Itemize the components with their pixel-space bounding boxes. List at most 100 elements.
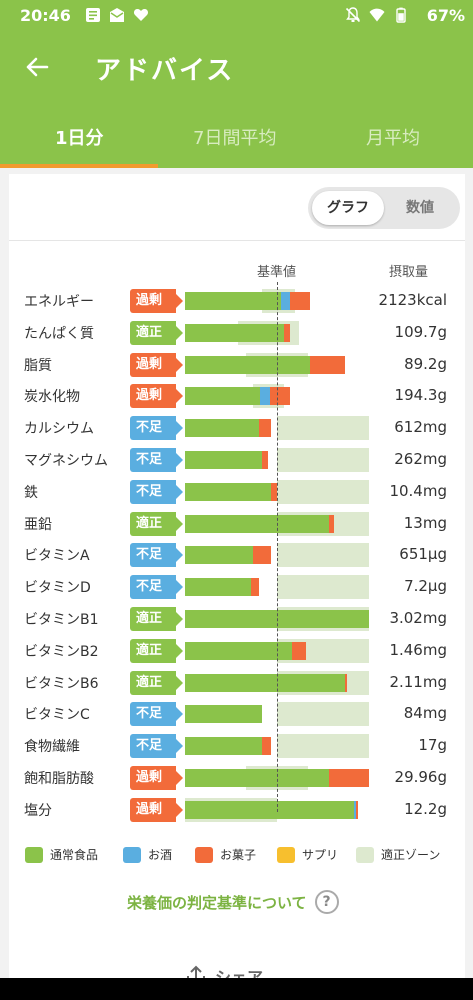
normal-food-segment xyxy=(185,641,292,660)
snack-segment xyxy=(328,514,335,533)
legend-snack: お菓子 xyxy=(195,846,256,863)
status-badge: 不足 xyxy=(130,479,183,504)
snack-segment xyxy=(345,673,347,692)
appropriate-zone xyxy=(277,734,369,759)
status-badge: 過剰 xyxy=(130,766,183,790)
intake-bar xyxy=(185,416,369,441)
standard-value-header: 基準値 xyxy=(257,265,297,280)
intake-value: 3.02mg xyxy=(389,609,447,627)
snack-segment xyxy=(253,546,272,565)
intake-value: 262mg xyxy=(394,450,447,468)
nutrient-name: 塩分 xyxy=(24,802,52,819)
intake-value: 109.7g xyxy=(394,322,447,341)
intake-bar xyxy=(185,320,369,345)
legend-appropriate-zone: 適正ゾーン xyxy=(356,846,440,863)
bell-off-icon xyxy=(345,7,361,23)
intake-bar xyxy=(185,702,369,727)
intake-value: 7.2μg xyxy=(404,577,447,596)
back-arrow-icon[interactable] xyxy=(22,52,52,82)
intake-bar xyxy=(185,543,369,568)
status-badge: 適正 xyxy=(130,638,183,663)
nutrient-name: ビタミンB6 xyxy=(24,675,99,692)
standard-line xyxy=(277,282,278,812)
advice-card: グラフ 数値 基準値 摂取量 エネルギー 過剰 2123kcal たんぱく質 適正 109… xyxy=(9,174,465,1000)
nutrient-name: 鉄 xyxy=(24,484,38,501)
legend-alcohol: お酒 xyxy=(123,846,172,863)
intake-bar xyxy=(185,448,369,472)
tab-seven-day-average[interactable]: 7日間平均 xyxy=(193,128,277,149)
status-badge: 適正 xyxy=(130,670,183,695)
intake-bar xyxy=(185,384,369,409)
normal-food-segment xyxy=(185,800,355,819)
nutrient-name: エネルギー xyxy=(24,294,94,310)
normal-food-segment xyxy=(185,419,259,438)
nutrient-row: 食物繊維 不足 17g xyxy=(9,730,465,762)
normal-food-segment xyxy=(185,514,329,533)
status-badge: 適正 xyxy=(130,511,183,536)
nutrient-row: カルシウム 不足 612mg xyxy=(9,412,465,444)
tab-monthly-average[interactable]: 月平均 xyxy=(366,128,420,149)
normal-food-segment xyxy=(185,323,285,342)
nutrient-name: カルシウム xyxy=(24,421,94,438)
intake-value: 84mg xyxy=(403,704,447,723)
intake-bar xyxy=(185,797,369,822)
mail-icon xyxy=(110,8,124,22)
snack-segment xyxy=(291,641,307,660)
intake-value: 17g xyxy=(418,736,447,755)
intake-bar xyxy=(185,638,369,663)
nutrient-row: ビタミンD 不足 7.2μg xyxy=(9,571,465,603)
help-icon[interactable]: ? xyxy=(314,890,339,914)
nutrient-row: マグネシウム 不足 262mg xyxy=(9,444,465,476)
criteria-link-label: 栄養価の判定基準について xyxy=(127,893,307,912)
legend-swatch xyxy=(356,846,374,863)
legend-swatch xyxy=(195,846,213,863)
snack-segment xyxy=(356,800,358,819)
battery-icon xyxy=(396,7,406,23)
intake-value: 612mg xyxy=(394,418,447,437)
normal-food-segment xyxy=(185,387,261,406)
criteria-link[interactable]: 栄養価の判定基準について ? xyxy=(127,890,339,914)
status-badge: 不足 xyxy=(130,702,183,727)
intake-value: 2.11mg xyxy=(389,672,447,691)
view-toggle: グラフ 数値 xyxy=(308,187,460,229)
appropriate-zone xyxy=(277,416,369,441)
graph-view-button[interactable]: グラフ xyxy=(312,191,384,225)
alcohol-segment xyxy=(280,292,290,310)
status-badge: 不足 xyxy=(130,448,183,472)
nutrient-name: ビタミンC xyxy=(24,707,90,724)
intake-value: 10.4mg xyxy=(389,481,447,500)
nutrient-name: マグネシウム xyxy=(24,453,108,469)
status-badge: 過剰 xyxy=(130,289,183,313)
intake-header: 摂取量 xyxy=(389,265,429,280)
normal-food-segment xyxy=(185,578,252,597)
nutrient-row: ビタミンC 不足 84mg xyxy=(9,698,465,730)
nutrient-name: ビタミンA xyxy=(24,548,90,565)
intake-value: 2123kcal xyxy=(378,291,447,309)
normal-food-segment xyxy=(185,482,272,501)
alcohol-segment xyxy=(354,800,357,819)
snack-segment xyxy=(271,482,277,501)
divider xyxy=(9,240,465,241)
nutrient-name: たんぱく質 xyxy=(24,325,94,342)
legend-supplement: サプリ xyxy=(277,846,338,863)
snack-segment xyxy=(289,292,311,310)
normal-food-segment xyxy=(185,546,254,565)
active-tab-indicator xyxy=(0,164,158,168)
numeric-view-button[interactable]: 数値 xyxy=(406,200,434,216)
wifi-icon xyxy=(369,8,385,22)
snack-segment xyxy=(328,769,369,787)
normal-food-segment xyxy=(185,451,263,469)
normal-food-segment xyxy=(185,769,329,787)
tab-one-day[interactable]: 1日分 xyxy=(55,128,104,149)
status-badge: 不足 xyxy=(130,575,183,600)
legend-swatch xyxy=(123,846,141,863)
nutrient-name: ビタミンD xyxy=(24,580,91,597)
nutrient-row: ビタミンA 不足 651μg xyxy=(9,539,465,571)
status-badge: 適正 xyxy=(130,320,183,345)
intake-bar xyxy=(185,479,369,504)
notes-icon xyxy=(86,8,100,22)
nutrient-name: 脂質 xyxy=(24,357,52,374)
legend-swatch xyxy=(277,846,295,863)
nutrient-name: 食物繊維 xyxy=(24,739,80,756)
nutrient-row: たんぱく質 適正 109.7g xyxy=(9,317,465,349)
